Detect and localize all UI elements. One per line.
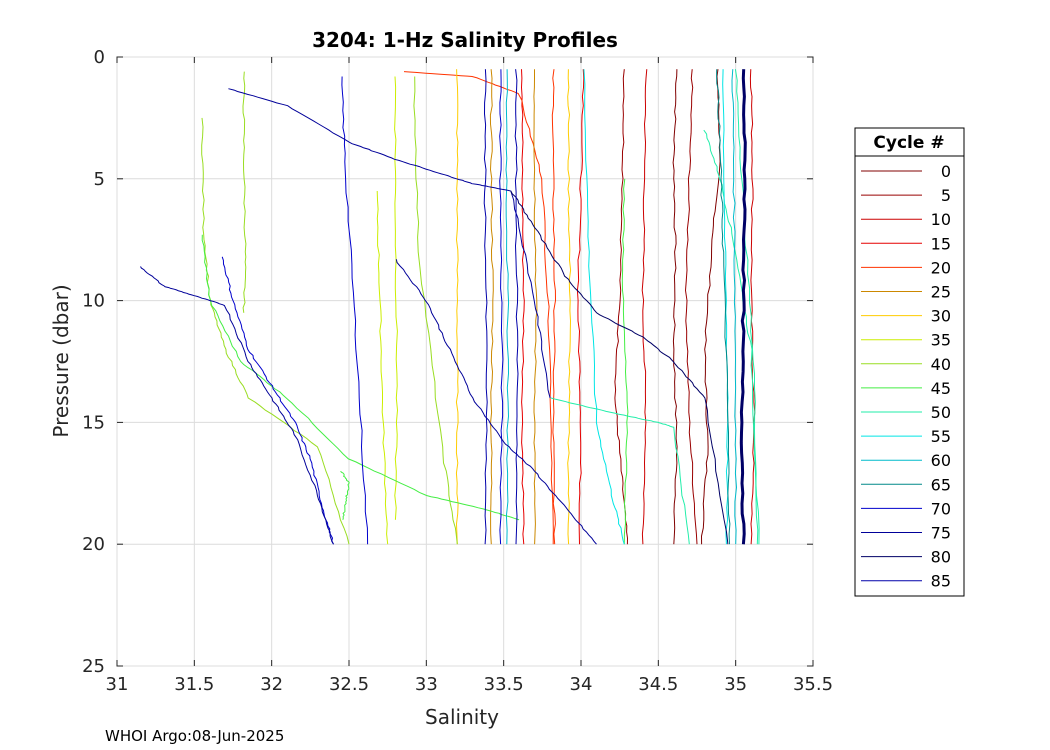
x-tick-label: 34.5	[638, 674, 678, 695]
x-axis-label: Salinity	[425, 705, 499, 729]
y-tick-label: 20	[82, 534, 105, 555]
profile-line	[739, 69, 747, 545]
profile-line	[550, 397, 690, 545]
legend-label: 10	[931, 210, 951, 229]
legend-label: 55	[931, 427, 951, 446]
profile-line	[551, 69, 557, 545]
profile-line	[510, 190, 729, 545]
x-tick-label: 32	[260, 674, 283, 695]
y-tick-label: 10	[82, 291, 105, 312]
legend-label: 75	[931, 524, 951, 543]
profile-line	[716, 69, 731, 545]
y-axis-label: Pressure (dbar)	[49, 284, 73, 437]
profile-line	[394, 76, 399, 520]
y-tick-label: 5	[94, 169, 105, 190]
profile-line	[395, 259, 597, 545]
legend-label: 85	[931, 572, 951, 591]
legend-label: 70	[931, 499, 951, 518]
legend-label: 80	[931, 548, 951, 567]
profile-line	[413, 76, 458, 545]
x-tick-label: 35.5	[793, 674, 833, 695]
chart-title: 3204: 1-Hz Salinity Profiles	[312, 28, 618, 52]
profile-line	[684, 69, 698, 545]
profile-line	[483, 69, 488, 545]
profile-line	[614, 69, 629, 545]
profile-line	[242, 71, 247, 313]
profile-line	[621, 178, 629, 545]
footer-text: WHOI Argo:08-Jun-2025	[105, 727, 284, 745]
profile-line	[201, 117, 350, 545]
legend-label: 25	[931, 283, 951, 302]
x-ticks: 31 31.5 32 32.5 33 33.5 34 34.5 35 35.5	[106, 57, 833, 695]
profile-line	[340, 470, 350, 520]
legend-label: 20	[931, 258, 951, 277]
profile-line	[228, 88, 551, 399]
legend-box	[854, 127, 965, 597]
profile-line	[341, 76, 369, 545]
legend-entries: 0 5 10 15 20 25 30 35 40 45 50 55 60 65 70 75 80 85	[861, 162, 951, 591]
legend-title: Cycle #	[873, 133, 944, 153]
legend-label: 30	[931, 307, 951, 326]
x-tick-label: 33.5	[484, 674, 524, 695]
legend-label: 65	[931, 475, 951, 494]
profile-series	[140, 69, 760, 545]
profile-line	[489, 69, 494, 545]
profile-line	[499, 69, 504, 545]
profile-line	[567, 69, 572, 545]
legend-label: 15	[931, 234, 951, 253]
profile-line	[221, 256, 334, 545]
x-tick-label: 33	[415, 674, 438, 695]
legend-label: 45	[931, 379, 951, 398]
profile-line	[583, 69, 625, 545]
profile-line	[749, 69, 756, 545]
profile-line	[514, 69, 519, 545]
profile-line	[403, 71, 554, 545]
x-tick-label: 34	[570, 674, 593, 695]
profile-line	[140, 266, 334, 545]
profile-line	[533, 69, 538, 545]
y-tick-label: 25	[82, 656, 105, 677]
legend-label: 50	[931, 403, 951, 422]
profile-line	[455, 69, 459, 545]
profile-line	[703, 129, 760, 545]
profile-line	[722, 69, 729, 545]
profile-line	[576, 69, 585, 545]
y-ticks: 0 5 10 15 20 25	[82, 47, 813, 677]
profile-line	[641, 69, 648, 545]
legend: Cycle # 0 5 10 15 20 25 30 35 40 45 50 55 60 65 70 75 80…	[854, 127, 965, 597]
profile-line	[734, 69, 759, 545]
plot-area	[116, 56, 814, 667]
x-tick-label: 32.5	[329, 674, 369, 695]
legend-label: 60	[931, 451, 951, 470]
legend-label: 40	[931, 355, 951, 374]
profile-line	[505, 69, 510, 545]
legend-label: 35	[931, 331, 951, 350]
x-tick-label: 31	[106, 674, 129, 695]
y-tick-label: 0	[94, 47, 105, 68]
profile-line	[376, 190, 389, 545]
legend-label: 0	[941, 162, 951, 181]
profile-line	[672, 69, 678, 545]
gridlines	[116, 56, 814, 667]
x-tick-label: 31.5	[174, 674, 214, 695]
profile-line	[201, 234, 520, 521]
profile-line	[520, 69, 525, 545]
legend-label: 5	[941, 186, 951, 205]
x-tick-label: 35	[724, 674, 747, 695]
profile-line	[731, 69, 738, 545]
y-tick-label: 15	[82, 412, 105, 433]
